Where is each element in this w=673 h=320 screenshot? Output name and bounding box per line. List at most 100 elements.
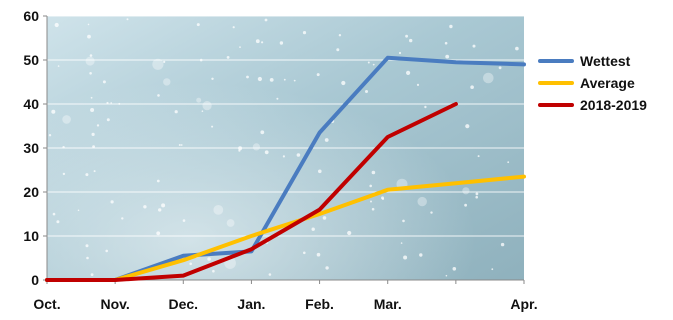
snow-speck (338, 34, 342, 37)
snow-speck (264, 150, 269, 155)
snow-speck (56, 220, 60, 224)
snow-speck (85, 56, 95, 66)
snow-speck (92, 145, 95, 149)
snow-speck (405, 34, 408, 38)
snow-speck (93, 170, 96, 173)
snow-speck (156, 179, 160, 183)
y-tick-label: 60 (23, 8, 39, 24)
snow-speck (212, 269, 215, 273)
snow-speck (365, 90, 368, 93)
y-tick-label: 10 (23, 228, 39, 244)
snow-speck (182, 219, 186, 222)
x-tick-label: Nov. (100, 296, 129, 312)
series-line-2018-2019 (45, 102, 458, 282)
snow-speck (261, 41, 264, 44)
snow-speck (507, 161, 510, 164)
snow-speck (369, 184, 373, 188)
snow-speck (424, 105, 427, 109)
snow-speck (90, 273, 94, 276)
snow-speck (269, 78, 274, 82)
snow-speck (283, 78, 286, 81)
snow-speck (202, 101, 212, 111)
y-tick-labels: 0 10 20 30 40 50 60 (23, 8, 39, 288)
snow-speck (325, 266, 329, 270)
y-tick-label: 0 (31, 272, 39, 288)
snow-speck (246, 75, 249, 79)
snow-speck (282, 155, 285, 158)
snow-speck (189, 262, 192, 266)
snow-speck (163, 60, 166, 64)
snow-speck (445, 54, 450, 59)
x-tick-label: Jan. (237, 296, 265, 312)
snow-speck (371, 207, 375, 211)
snow-speck (96, 124, 100, 127)
snow-speck (87, 23, 90, 26)
y-tick-label: 40 (23, 96, 39, 112)
snow-speck (372, 63, 375, 66)
snow-speck (318, 169, 322, 174)
series-line-average (45, 174, 526, 282)
snow-speck (341, 80, 346, 86)
snow-speck (62, 115, 71, 124)
snow-speck (472, 44, 476, 48)
snow-speck (226, 219, 235, 227)
snow-speck (324, 138, 329, 142)
snow-speck (419, 253, 423, 257)
snow-speck (515, 46, 519, 51)
legend: Wettest Average 2018-2019 (538, 53, 647, 113)
snow-speck (87, 34, 91, 39)
snow-speck (400, 242, 403, 244)
snow-speck (370, 200, 372, 203)
snow-speck (161, 203, 166, 208)
snow-speck (89, 72, 92, 75)
x-tick-label: Dec. (168, 296, 198, 312)
snow-speck (417, 196, 427, 207)
snow-speck (110, 102, 112, 104)
snow-speck (475, 192, 479, 196)
snow-speck (143, 205, 147, 209)
snow-speck (110, 200, 114, 204)
snow-speck (444, 41, 448, 45)
x-tick-label: Oct. (33, 296, 60, 312)
snow-speck (371, 170, 376, 175)
snow-speck (211, 125, 214, 128)
snow-speck (102, 80, 106, 84)
series-lines (45, 55, 526, 282)
snow-speck (403, 255, 408, 260)
snow-speck (381, 196, 384, 200)
snow-speck (500, 242, 505, 247)
snow-speck (276, 97, 279, 100)
snow-speck (85, 244, 89, 248)
snow-speck (52, 212, 56, 216)
snow-speck (226, 56, 230, 59)
y-tick-label: 20 (23, 184, 39, 200)
legend-label: Average (580, 75, 635, 91)
snow-speck (311, 227, 315, 231)
snow-speck (196, 97, 202, 103)
snow-speck (178, 144, 181, 146)
snow-speck (213, 205, 224, 215)
legend-label: 2018-2019 (580, 97, 647, 113)
snow-speck (105, 249, 108, 253)
snow-speck (293, 79, 296, 82)
snow-speck (264, 18, 268, 22)
snow-speck (211, 77, 214, 81)
snow-speck (279, 41, 284, 45)
snow-speck (322, 216, 327, 220)
snow-speck (465, 124, 470, 129)
snow-speck (85, 173, 89, 177)
snow-speck (336, 48, 340, 52)
snow-speck (163, 78, 171, 86)
snow-speck (260, 130, 265, 135)
snow-speck (90, 96, 93, 99)
x-tick-label: Apr. (510, 296, 537, 312)
snow-speck (180, 144, 183, 146)
snow-speck (409, 38, 413, 43)
snow-speck (121, 217, 124, 220)
snow-speck (316, 73, 320, 77)
x-tick-labels: Oct. Nov. Dec. Jan. Feb. Mar. Apr. (33, 296, 537, 312)
snow-speck (77, 209, 80, 212)
y-tick-label: 30 (23, 140, 39, 156)
